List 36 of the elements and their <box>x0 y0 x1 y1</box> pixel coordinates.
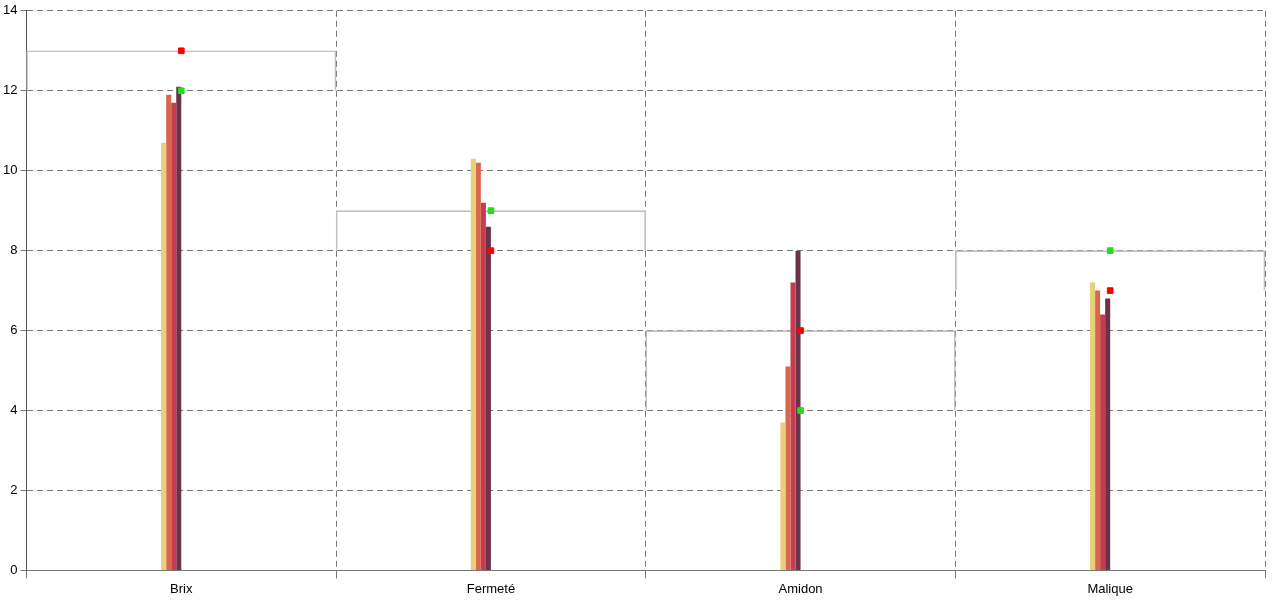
y-tick-label: 14 <box>2 2 18 18</box>
y-tick-label: 8 <box>10 242 18 258</box>
point <box>1106 287 1114 294</box>
point <box>487 207 495 214</box>
point <box>797 407 804 414</box>
x-tick-label: Brix <box>170 580 193 596</box>
bar <box>795 250 801 570</box>
bar <box>780 422 786 570</box>
point <box>177 87 185 95</box>
y-tick-label: 12 <box>2 82 18 98</box>
bar <box>485 226 491 570</box>
y-tick-label: 10 <box>2 162 18 178</box>
bar <box>1090 282 1096 570</box>
x-tick-label: Amidon <box>778 580 823 596</box>
point <box>177 47 185 55</box>
point <box>487 247 495 254</box>
x-tick-label: Malique <box>1087 580 1133 596</box>
point <box>797 327 804 334</box>
bar <box>1105 298 1111 570</box>
bar <box>176 86 182 570</box>
bar <box>470 158 476 570</box>
bar <box>475 162 481 570</box>
y-tick-label: 2 <box>10 482 18 498</box>
bar <box>790 282 796 570</box>
bar <box>480 202 486 570</box>
bar <box>1095 290 1101 570</box>
y-tick-label: 6 <box>10 322 18 338</box>
y-tick-label: 4 <box>10 402 18 418</box>
x-tick-label: Fermeté <box>466 580 516 596</box>
bar <box>171 102 177 570</box>
bar <box>785 366 791 570</box>
bar <box>166 94 172 570</box>
y-tick-label: 0 <box>10 561 18 577</box>
bar <box>1100 314 1106 570</box>
bar <box>161 142 167 570</box>
point <box>1106 247 1114 254</box>
